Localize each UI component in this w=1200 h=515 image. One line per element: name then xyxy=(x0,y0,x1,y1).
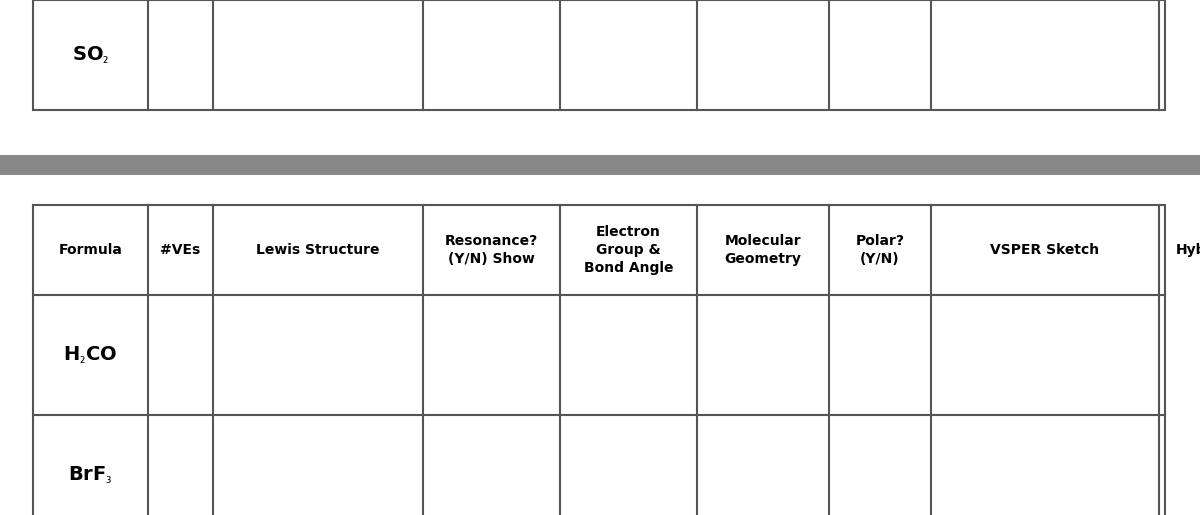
Text: BrF$_{₃}$: BrF$_{₃}$ xyxy=(68,465,113,486)
Text: #VEs: #VEs xyxy=(161,243,200,257)
Bar xyxy=(34,205,1165,515)
Bar xyxy=(34,0,1165,110)
Text: VSPER Sketch: VSPER Sketch xyxy=(990,243,1099,257)
Text: Hybridization: Hybridization xyxy=(1176,243,1200,257)
Text: Resonance?
(Y/N) Show: Resonance? (Y/N) Show xyxy=(445,234,538,266)
Text: Lewis Structure: Lewis Structure xyxy=(257,243,379,257)
Text: Molecular
Geometry: Molecular Geometry xyxy=(725,234,802,266)
Text: Electron
Group &
Bond Angle: Electron Group & Bond Angle xyxy=(583,225,673,276)
Text: Polar?
(Y/N): Polar? (Y/N) xyxy=(856,234,905,266)
Text: Formula: Formula xyxy=(59,243,122,257)
Text: H$_{₂}$CO: H$_{₂}$CO xyxy=(64,345,118,366)
Bar xyxy=(0,155,1200,175)
Text: SO$_{₂}$: SO$_{₂}$ xyxy=(72,44,109,65)
